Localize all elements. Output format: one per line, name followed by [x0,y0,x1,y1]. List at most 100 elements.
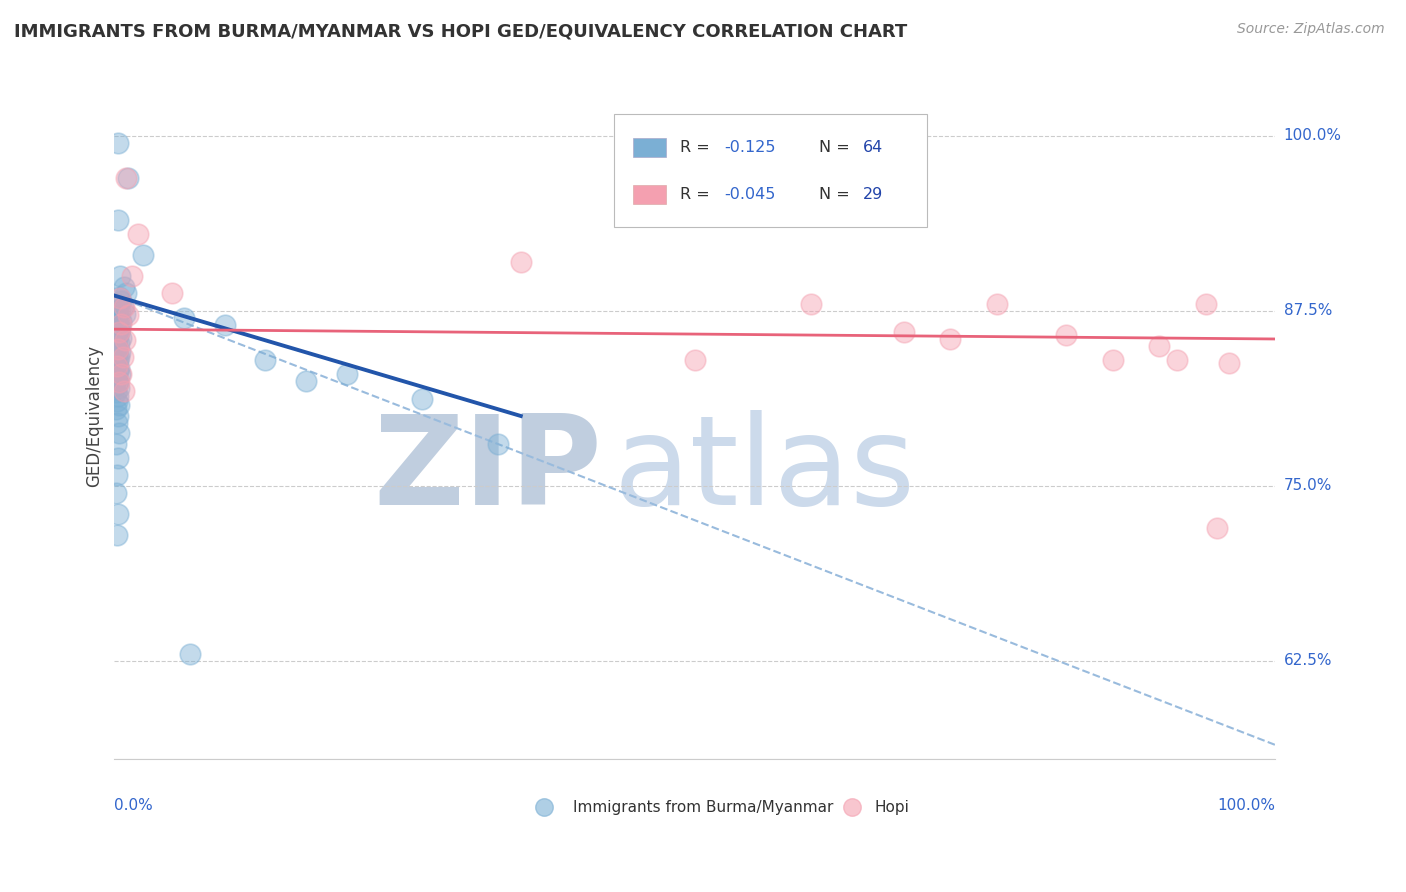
Text: Source: ZipAtlas.com: Source: ZipAtlas.com [1237,22,1385,37]
Point [105,467,128,482]
Point [110,320,132,334]
Point [108,361,131,376]
Point [108,350,131,364]
Point [108,325,131,339]
Point [173,310,195,325]
Point [110,367,132,381]
Point [1206,521,1229,535]
FancyBboxPatch shape [613,114,927,227]
Point [105,334,128,348]
Point [108,425,131,440]
Point [105,347,128,361]
Point [105,393,128,408]
Point [112,384,135,398]
Point [111,350,134,364]
Point [107,327,129,342]
Point [179,647,201,661]
Text: 100.0%: 100.0% [1218,797,1275,813]
Point [110,304,132,318]
Point [107,342,129,356]
Point [114,307,136,321]
Point [107,302,129,317]
Text: -0.125: -0.125 [724,140,776,155]
Point [115,171,138,186]
Point [132,248,155,262]
Point [105,324,128,338]
Text: IMMIGRANTS FROM BURMA/MYANMAR VS HOPI GED/EQUIVALENCY CORRELATION CHART: IMMIGRANTS FROM BURMA/MYANMAR VS HOPI GE… [14,22,907,40]
Text: 64: 64 [863,140,883,155]
Point [104,401,127,416]
Point [121,268,143,283]
Point [112,280,135,294]
Point [107,389,129,403]
Text: ZIP: ZIP [374,410,602,532]
Point [111,300,134,314]
Point [110,367,132,381]
Point [105,359,128,373]
Text: 62.5%: 62.5% [1284,654,1333,668]
Point [104,486,127,500]
Text: 75.0%: 75.0% [1284,478,1331,493]
Point [486,437,509,451]
Point [110,344,132,359]
Point [107,317,129,331]
Point [108,325,131,339]
Point [1218,356,1240,370]
Point [107,136,129,150]
Point [110,268,132,283]
Point [127,227,149,241]
Point [104,318,127,332]
Point [104,373,127,387]
Point [1102,353,1125,368]
Text: 87.5%: 87.5% [1284,303,1331,318]
Point [411,392,433,407]
Y-axis label: GED/Equivalency: GED/Equivalency [86,345,103,487]
Point [939,332,962,346]
Text: -0.045: -0.045 [724,186,775,202]
Text: 29: 29 [863,186,883,202]
Point [105,297,128,311]
Point [110,292,132,306]
Point [893,325,915,339]
Point [108,310,131,325]
Point [1166,353,1188,368]
Point [114,334,136,348]
Point [110,317,132,331]
Point [107,353,129,368]
Point [162,285,184,300]
Point [107,376,129,390]
Point [1056,327,1078,342]
Point [107,409,129,423]
Point [108,398,131,412]
Point [336,367,359,381]
Text: N =: N = [820,140,855,155]
Point [107,450,129,465]
Point [108,376,131,390]
Text: 0.0%: 0.0% [114,797,153,813]
Point [104,356,127,370]
Text: atlas: atlas [613,410,915,532]
Bar [633,137,666,157]
Point [112,300,135,314]
Text: R =: R = [681,140,714,155]
Point [104,339,127,353]
Point [104,385,127,400]
Text: 100.0%: 100.0% [1284,128,1341,144]
Point [1195,297,1218,311]
Point [986,297,1008,311]
Point [104,437,127,451]
Point [105,369,128,384]
Text: R =: R = [681,186,714,202]
Point [108,381,131,395]
Point [107,342,129,356]
Text: Hopi: Hopi [875,799,910,814]
Point [105,416,128,430]
Point [117,171,139,186]
Point [214,318,236,332]
Point [110,330,132,344]
Point [107,213,129,227]
Bar [633,185,666,203]
Point [107,364,129,378]
Point [108,336,131,351]
Point [105,310,128,324]
